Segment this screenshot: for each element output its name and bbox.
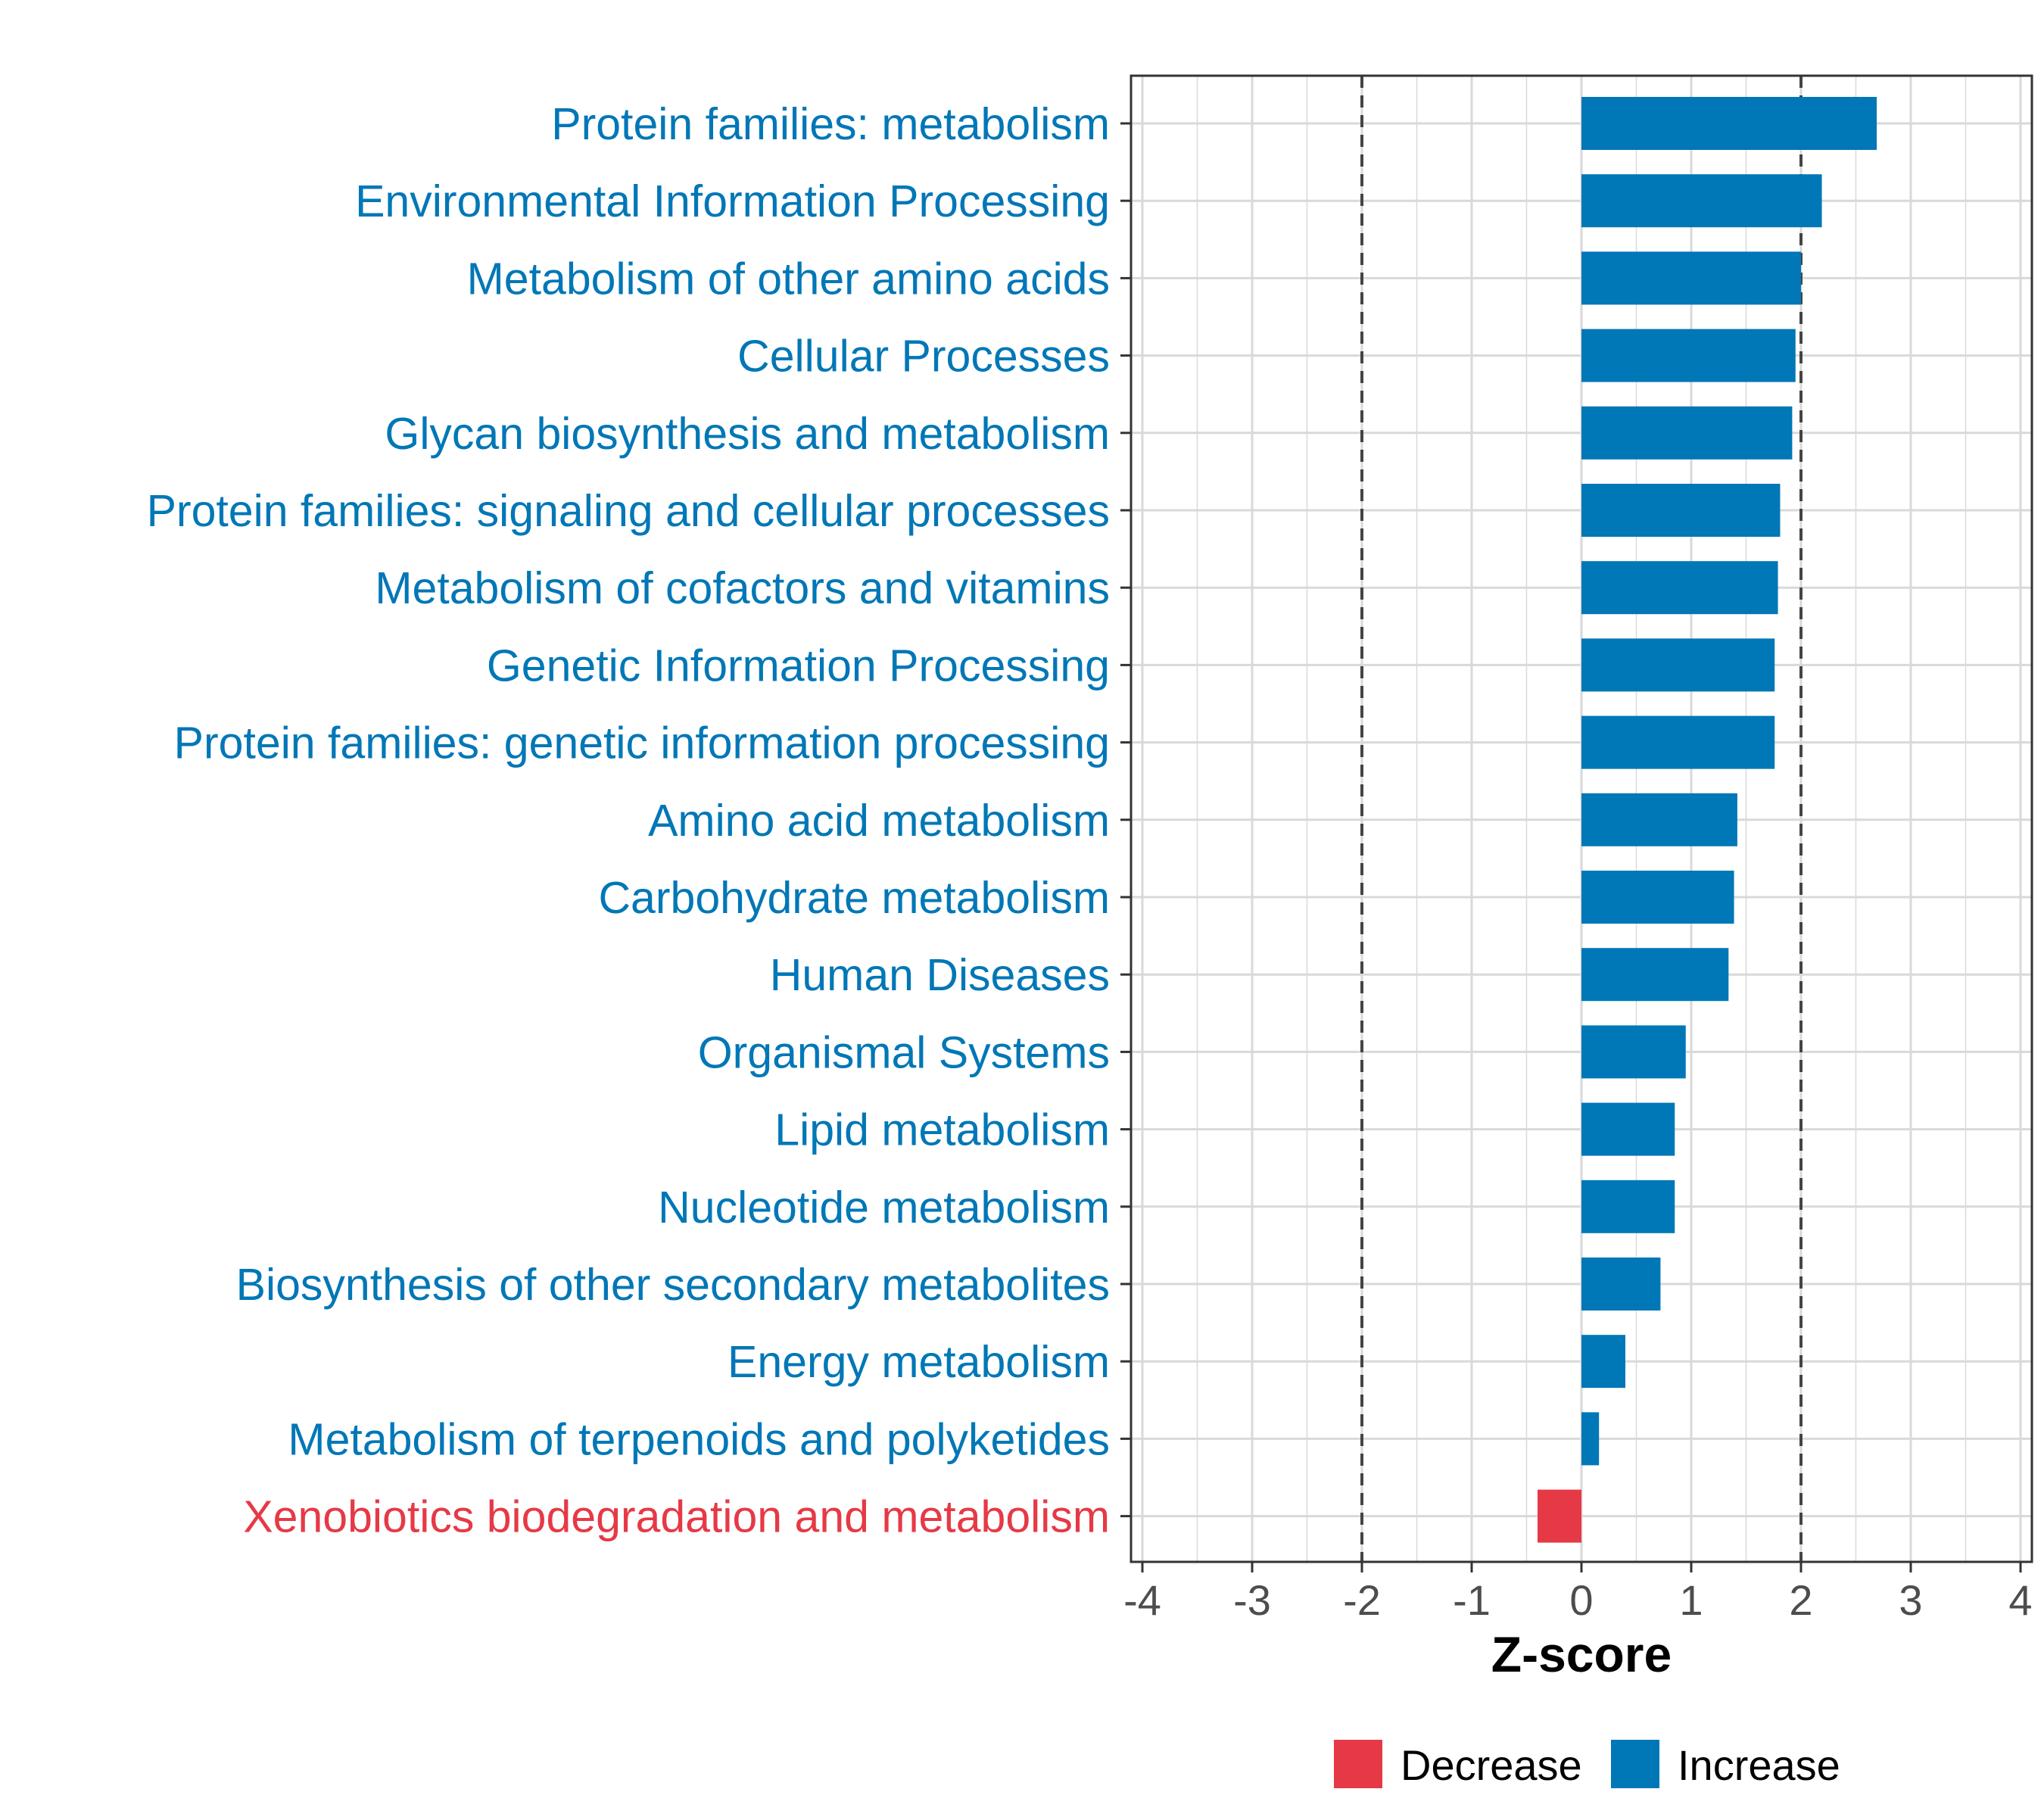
y-tick-label: Human Diseases [770, 950, 1110, 1000]
y-tick-label: Xenobiotics biodegradation and metabolis… [243, 1492, 1110, 1542]
bar-increase [1581, 1258, 1661, 1311]
bar-increase [1581, 406, 1793, 460]
x-axis-ticks: -4 -3 -2 -1 0 1 2 3 4 [1123, 1562, 2033, 1624]
y-tick-label: Metabolism of cofactors and vitamins [375, 563, 1110, 613]
y-tick-label: Biosynthesis of other secondary metaboli… [236, 1260, 1110, 1310]
legend-swatch-increase [1611, 1740, 1659, 1788]
y-tick-label: Cellular Processes [737, 332, 1110, 382]
x-tick-label: -4 [1123, 1576, 1161, 1624]
bar-increase [1581, 484, 1781, 537]
y-tick-label: Metabolism of terpenoids and polyketides [288, 1414, 1110, 1464]
bar-increase [1581, 251, 1801, 305]
bar-increase [1581, 1180, 1675, 1233]
bar-increase [1581, 1335, 1625, 1388]
bar-increase [1581, 793, 1737, 846]
x-tick-label: 2 [1789, 1576, 1812, 1624]
bar-increase [1581, 715, 1775, 769]
y-tick-label: Environmental Information Processing [355, 176, 1110, 226]
bar-increase [1581, 1102, 1675, 1156]
y-tick-label: Protein families: genetic information pr… [174, 718, 1110, 768]
y-tick-label: Glycan biosynthesis and metabolism [385, 409, 1110, 459]
x-axis-title: Z-score [1491, 1626, 1672, 1682]
bar-increase [1581, 871, 1734, 924]
y-tick-label: Protein families: metabolism [551, 99, 1110, 149]
legend-label-increase: Increase [1678, 1741, 1840, 1789]
bar-increase [1581, 948, 1729, 1002]
y-tick-label: Metabolism of other amino acids [467, 254, 1110, 304]
bar-decrease [1538, 1489, 1581, 1543]
x-tick-label: -3 [1233, 1576, 1271, 1624]
legend-label-decrease: Decrease [1401, 1741, 1582, 1789]
bar-increase [1581, 1025, 1686, 1079]
y-tick-label: Lipid metabolism [774, 1105, 1110, 1155]
bar-increase [1581, 329, 1796, 382]
y-tick-label: Nucleotide metabolism [658, 1183, 1110, 1233]
y-axis-category-labels: Protein families: metabolism Environmenta… [147, 99, 1110, 1542]
x-tick-label: -2 [1343, 1576, 1381, 1624]
bar-increase [1581, 174, 1822, 228]
y-tick-label: Organismal Systems [698, 1027, 1110, 1077]
x-tick-label: 1 [1679, 1576, 1703, 1624]
y-tick-label: Amino acid metabolism [648, 796, 1110, 846]
x-tick-label: 4 [2008, 1576, 2032, 1624]
bar-increase [1581, 97, 1877, 150]
bar-increase [1581, 1412, 1600, 1466]
x-tick-label: -1 [1453, 1576, 1491, 1624]
legend: Decrease Increase [1334, 1740, 1840, 1789]
x-tick-label: 0 [1569, 1576, 1593, 1624]
y-axis-ticks [1120, 122, 1131, 1518]
bar-increase [1581, 638, 1775, 692]
y-tick-label: Protein families: signaling and cellular… [147, 486, 1110, 536]
legend-swatch-decrease [1334, 1740, 1382, 1788]
x-tick-label: 3 [1899, 1576, 1922, 1624]
bar-increase [1581, 561, 1778, 615]
threshold-lines [1360, 76, 1803, 1562]
y-tick-label: Carbohydrate metabolism [598, 873, 1110, 923]
y-tick-label: Genetic Information Processing [487, 640, 1110, 690]
bars [1538, 97, 1877, 1543]
y-tick-label: Energy metabolism [728, 1337, 1110, 1387]
